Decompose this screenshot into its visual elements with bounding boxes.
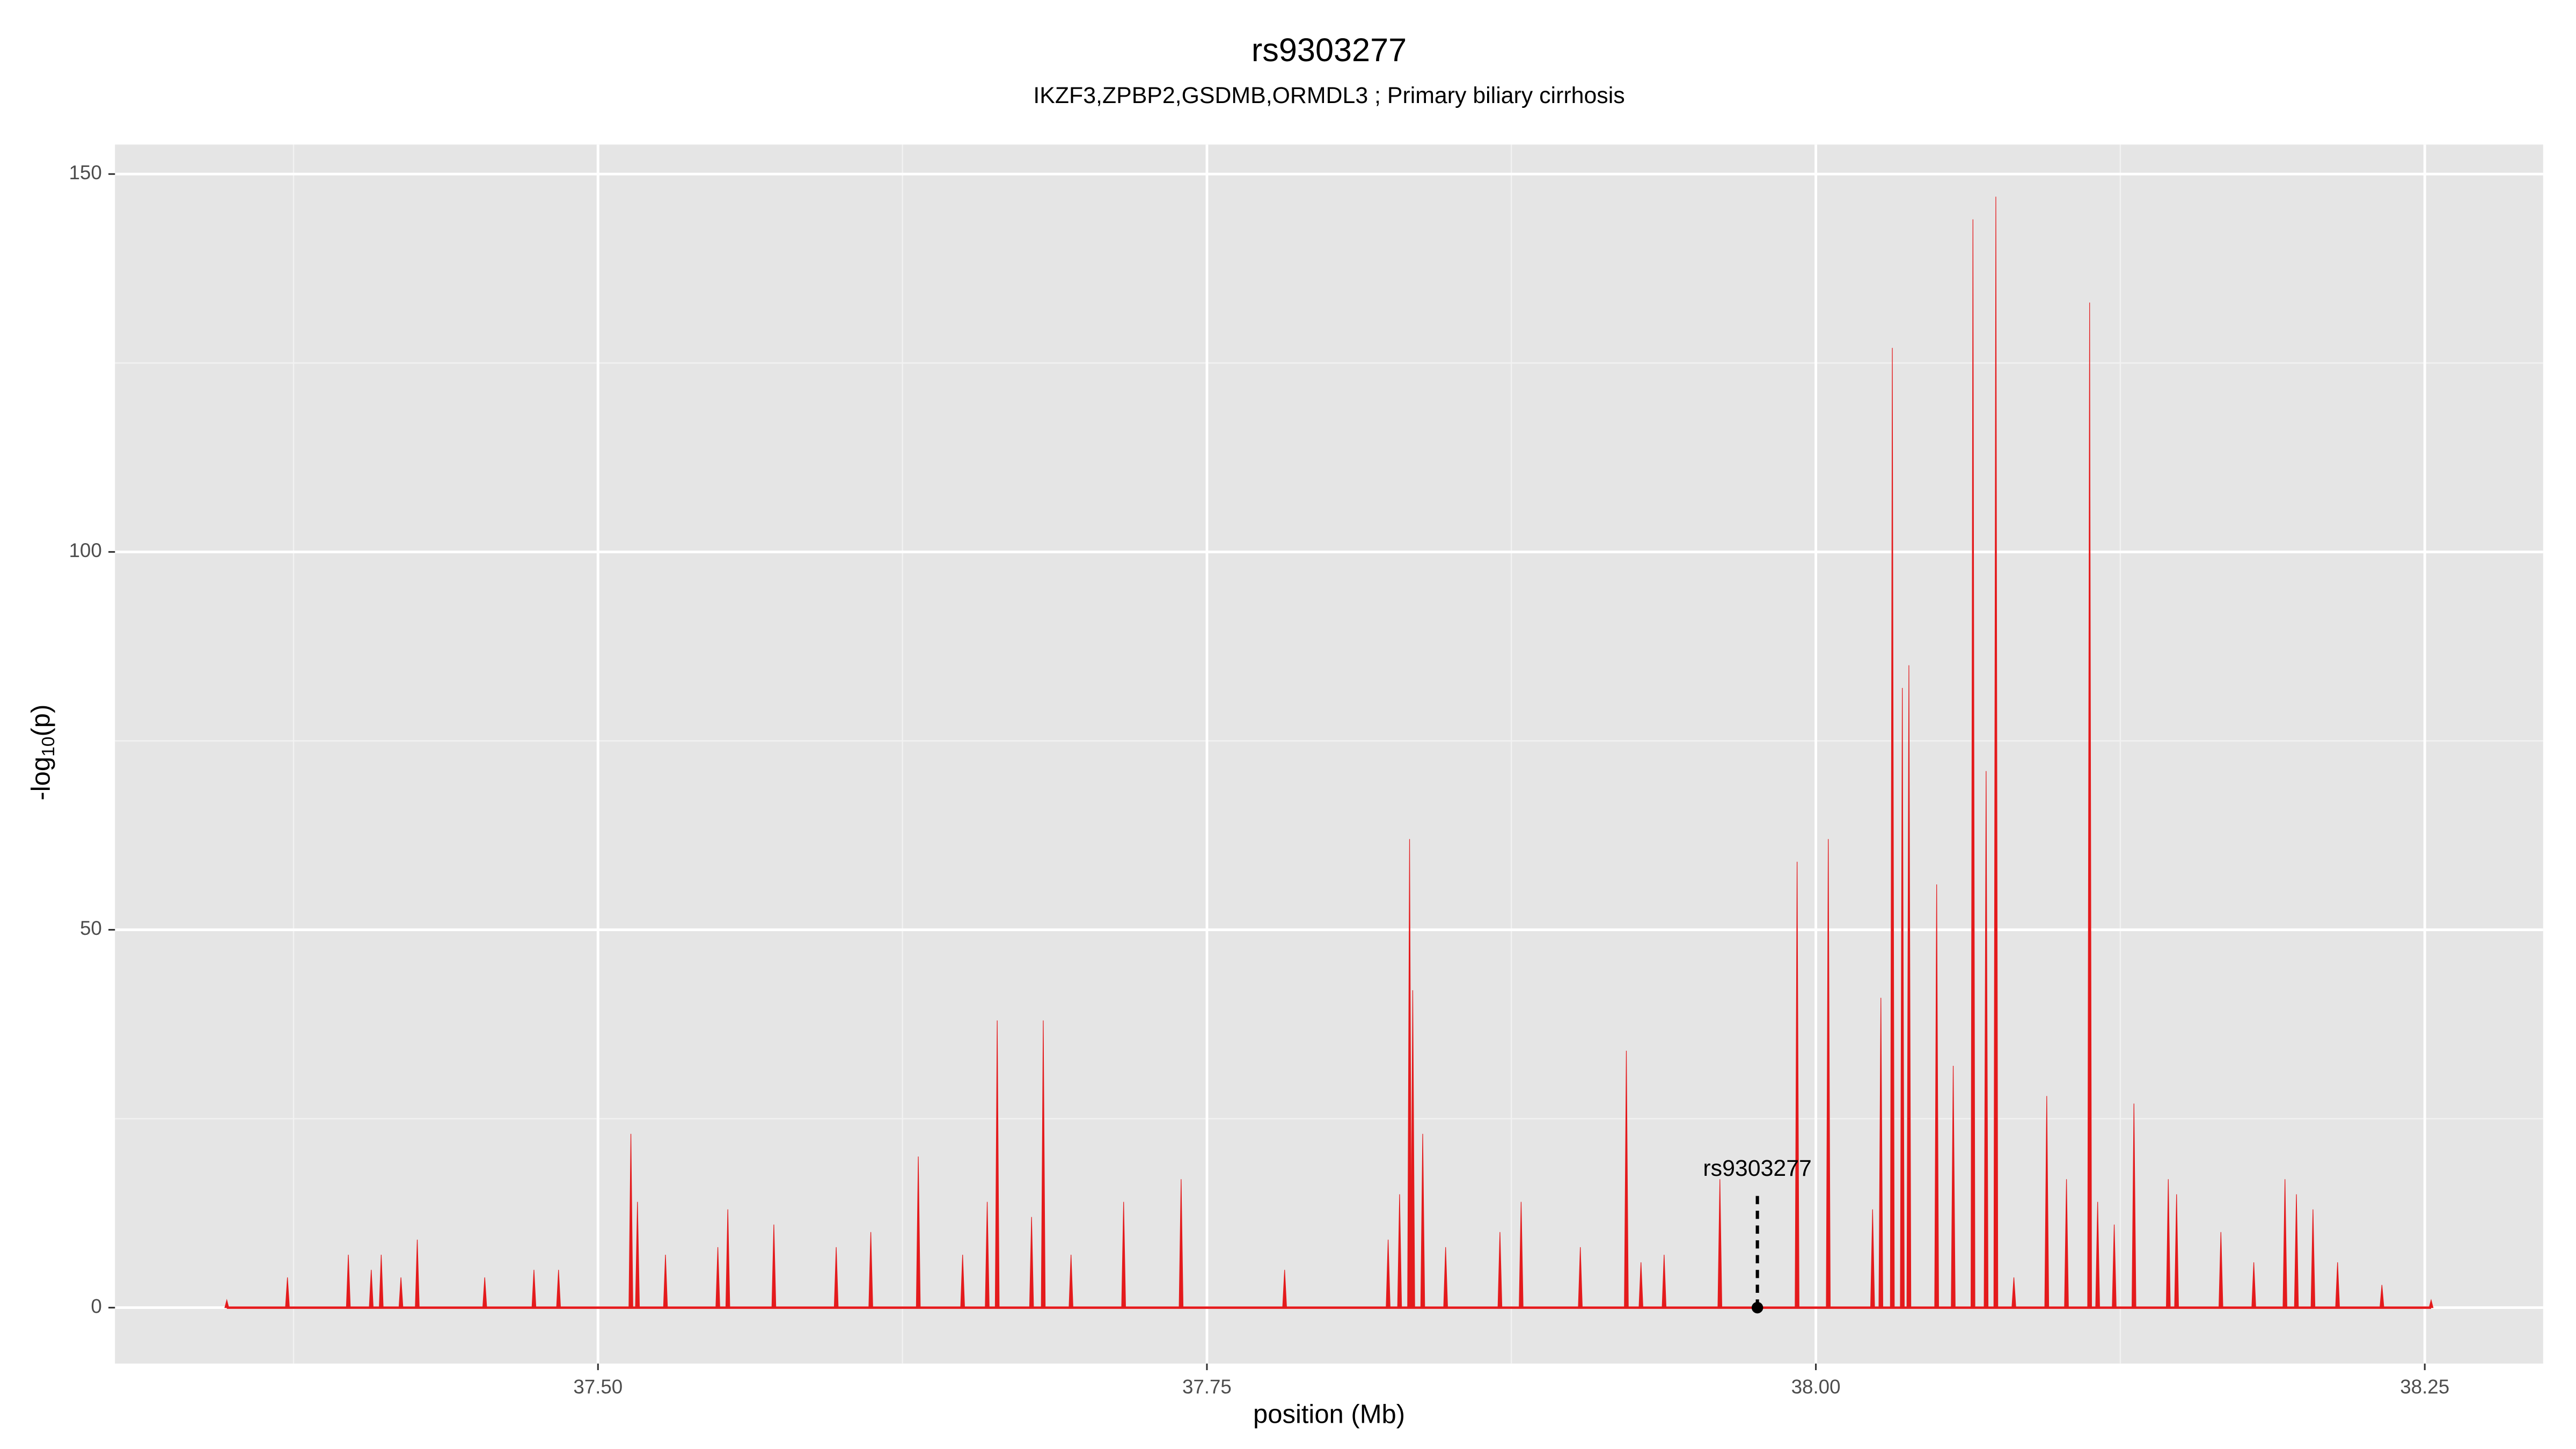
y-tick-label: 100 bbox=[69, 539, 102, 561]
spike bbox=[2087, 302, 2092, 1308]
spike bbox=[1878, 998, 1884, 1308]
annotation-label: rs9303277 bbox=[1703, 1155, 1811, 1181]
plot-panel bbox=[115, 144, 2543, 1364]
y-title-sub: 10 bbox=[39, 736, 58, 756]
spike bbox=[1993, 196, 1999, 1308]
spike bbox=[2132, 1103, 2136, 1308]
spike bbox=[1041, 1020, 1046, 1308]
spike bbox=[1397, 1194, 1402, 1308]
spike bbox=[2335, 1262, 2340, 1308]
y-tick-label: 0 bbox=[91, 1295, 101, 1317]
spike bbox=[1890, 348, 1895, 1308]
spike bbox=[1624, 1050, 1629, 1308]
spike bbox=[1578, 1247, 1583, 1308]
spike bbox=[628, 1133, 633, 1308]
spike bbox=[2251, 1262, 2256, 1308]
spike bbox=[1497, 1232, 1503, 1308]
spike bbox=[398, 1277, 404, 1308]
spike bbox=[1900, 687, 1905, 1308]
spike bbox=[1951, 1065, 1956, 1308]
spike bbox=[2011, 1277, 2016, 1308]
spike bbox=[224, 1299, 230, 1308]
annotation-point bbox=[1751, 1301, 1763, 1314]
spike bbox=[2174, 1194, 2179, 1308]
spike bbox=[369, 1270, 374, 1308]
spike bbox=[1069, 1255, 1073, 1308]
spike bbox=[1410, 990, 1415, 1308]
spike bbox=[1662, 1255, 1667, 1308]
x-tick-label: 37.50 bbox=[573, 1375, 623, 1397]
chart-title: rs9303277 bbox=[1252, 32, 1407, 68]
spike bbox=[1971, 219, 1975, 1308]
spike bbox=[2095, 1202, 2100, 1308]
spike bbox=[916, 1156, 921, 1308]
spike bbox=[379, 1255, 384, 1308]
spike bbox=[2165, 1179, 2171, 1308]
spike bbox=[1179, 1179, 1184, 1308]
spike bbox=[1826, 839, 1831, 1308]
spike bbox=[994, 1020, 1000, 1308]
y-title-prefix: -log bbox=[27, 757, 56, 801]
spike bbox=[1121, 1202, 1126, 1308]
spike bbox=[1386, 1239, 1391, 1308]
y-tick-label: 150 bbox=[69, 162, 102, 184]
x-tick-label: 38.25 bbox=[2400, 1375, 2449, 1397]
spike bbox=[771, 1224, 777, 1308]
spike bbox=[2064, 1179, 2069, 1308]
spike bbox=[531, 1270, 537, 1308]
spike bbox=[715, 1247, 720, 1308]
y-axis-title: -log10(p) bbox=[27, 705, 58, 801]
spike bbox=[1443, 1247, 1448, 1308]
spike bbox=[415, 1239, 420, 1308]
spike bbox=[833, 1247, 839, 1308]
spike bbox=[2428, 1299, 2434, 1308]
spike bbox=[985, 1202, 990, 1308]
y-tick-label: 50 bbox=[80, 917, 102, 939]
spike bbox=[960, 1255, 965, 1308]
x-axis-title: position (Mb) bbox=[1253, 1400, 1405, 1429]
spike bbox=[1282, 1270, 1287, 1308]
spike bbox=[1407, 839, 1412, 1308]
spike bbox=[1934, 884, 1939, 1308]
y-title-suffix: (p) bbox=[27, 705, 56, 737]
spike bbox=[725, 1209, 730, 1308]
chart-subtitle: IKZF3,ZPBP2,GSDMB,ORMDL3 ; Primary bilia… bbox=[1033, 83, 1624, 108]
x-tick-label: 38.00 bbox=[1791, 1375, 1841, 1397]
spike bbox=[556, 1270, 561, 1308]
spike bbox=[2282, 1179, 2287, 1308]
spike bbox=[482, 1277, 487, 1308]
spike bbox=[663, 1255, 668, 1308]
spike bbox=[1638, 1262, 1644, 1308]
spike bbox=[2379, 1285, 2384, 1308]
spike bbox=[635, 1202, 640, 1308]
spike bbox=[2044, 1096, 2050, 1308]
spike bbox=[1795, 861, 1799, 1308]
spike bbox=[1029, 1217, 1034, 1308]
spike bbox=[285, 1277, 290, 1308]
spike bbox=[1519, 1202, 1524, 1308]
spike bbox=[1870, 1209, 1875, 1308]
spike bbox=[2112, 1224, 2117, 1308]
spike bbox=[1717, 1179, 1723, 1308]
spike bbox=[868, 1232, 873, 1308]
x-tick-label: 37.75 bbox=[1182, 1375, 1232, 1397]
spike bbox=[1984, 771, 1989, 1308]
spike bbox=[2310, 1209, 2316, 1308]
spike bbox=[346, 1255, 351, 1308]
spike bbox=[2219, 1232, 2223, 1308]
spike bbox=[1906, 665, 1912, 1308]
spike bbox=[2294, 1194, 2299, 1308]
spike bbox=[1420, 1133, 1425, 1308]
